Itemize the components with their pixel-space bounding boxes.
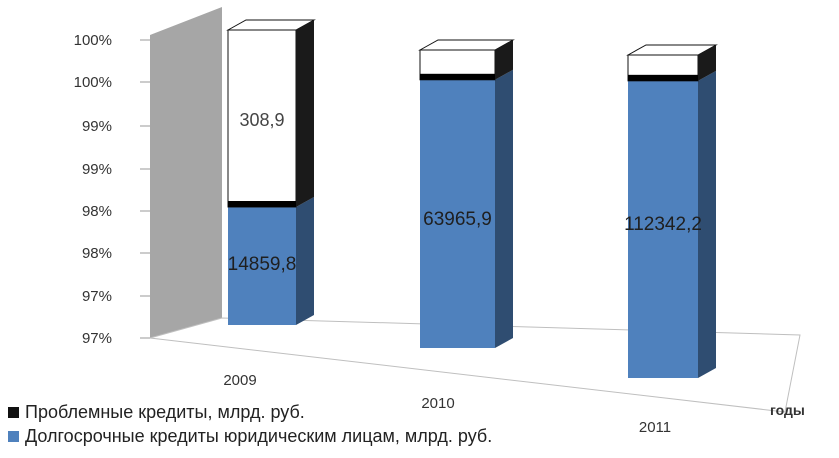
bar-side-longterm-2011 (698, 70, 716, 378)
bar-side-problem-2009 (296, 20, 314, 207)
y-tick-label: 100% (74, 32, 112, 49)
category-label-2010: 2010 (421, 395, 454, 412)
y-tick-label: 97% (82, 288, 112, 305)
back-wall (150, 7, 222, 338)
data-label-problem-2011: 211,7 (636, 54, 678, 73)
x-axis-label: годы (770, 402, 805, 418)
category-label-2009: 2009 (223, 372, 256, 389)
y-tick-label: 98% (82, 203, 112, 220)
legend: Проблемные кредиты, млрд. руб. Долгосроч… (8, 400, 492, 448)
legend-item-problem: Проблемные кредиты, млрд. руб. (8, 400, 492, 424)
data-label-problem-2009: 308,9 (239, 110, 284, 130)
bar-problem-band-2010 (420, 73, 495, 80)
bar-side-longterm-2009 (296, 197, 314, 325)
legend-item-longterm: Долгосрочные кредиты юридическим лицам, … (8, 424, 492, 448)
legend-swatch-longterm (8, 430, 19, 442)
y-tick-label: 98% (82, 245, 112, 262)
data-label-longterm-2011: 112342,2 (624, 214, 702, 235)
bar-side-longterm-2010 (495, 69, 513, 349)
bar-problem-band-2009 (228, 201, 296, 207)
legend-label-problem: Проблемные кредиты, млрд. руб. (25, 401, 305, 422)
legend-label-longterm: Долгосрочные кредиты юридическим лицам, … (25, 425, 493, 446)
legend-swatch-problem (8, 406, 19, 418)
y-tick-label: 99% (82, 118, 112, 135)
bar-longterm-2009 (228, 207, 296, 325)
bar-problem-band-2011 (628, 74, 698, 81)
data-label-longterm-2009: 14859,8 (228, 254, 297, 275)
data-label-longterm-2010: 63965,9 (423, 209, 492, 230)
y-tick-label: 100% (74, 74, 112, 91)
bar-longterm-2010 (420, 79, 495, 349)
category-label-2011: 2011 (639, 419, 671, 436)
bar-side-problem-2010 (495, 40, 513, 80)
x-axis-line (149, 337, 786, 413)
bar-problem-2009 (227, 29, 297, 208)
data-label-problem-2010: 282,1 (430, 53, 473, 72)
bar-side-problem-2011 (698, 45, 716, 81)
bar-longterm-2011 (628, 80, 698, 378)
y-tick-label: 99% (82, 161, 112, 178)
y-tick-label: 97% (82, 330, 112, 347)
